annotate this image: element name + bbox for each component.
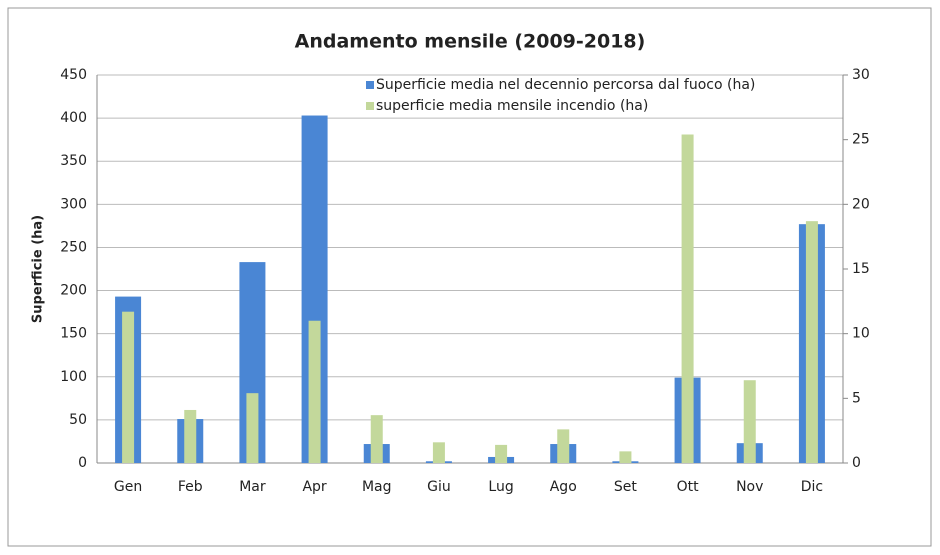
x-tick-label: Mag — [362, 479, 392, 495]
legend-swatch — [366, 102, 374, 110]
bar — [495, 444, 508, 463]
frame — [7, 7, 932, 547]
y2-tick-label: 5 — [852, 390, 861, 406]
legend-label: superficie media mensile incendio (ha) — [376, 98, 649, 114]
x-tick-label: Dic — [801, 479, 823, 495]
chart-title: Andamento mensile (2009-2018) — [295, 31, 646, 53]
legend: Superficie media nel decennio percorsa d… — [366, 77, 828, 119]
bar — [557, 429, 570, 463]
bar — [681, 134, 694, 463]
legend-item: Superficie media nel decennio percorsa d… — [366, 77, 828, 94]
bar — [370, 415, 383, 463]
x-tick-label: Feb — [178, 479, 203, 495]
y-tick-label: 100 — [60, 369, 87, 385]
x-tick-label: Ago — [550, 479, 577, 495]
legend-swatch — [366, 81, 374, 89]
bar — [122, 311, 135, 463]
bar — [308, 320, 321, 463]
y-tick-label: 200 — [60, 283, 87, 299]
x-tick-label: Ott — [677, 479, 700, 495]
y2-tick-label: 30 — [852, 67, 870, 83]
y-axis-label: Superficie (ha) — [31, 215, 46, 323]
y-tick-label: 350 — [60, 153, 87, 169]
y-tick-label: 50 — [69, 412, 87, 428]
y2-tick-label: 20 — [852, 196, 870, 212]
y-tick-label: 300 — [60, 196, 87, 212]
x-tick-label: Gen — [114, 479, 142, 495]
y-tick-label: 400 — [60, 110, 87, 126]
y-tick-label: 250 — [60, 239, 87, 255]
x-tick-label: Apr — [302, 479, 326, 495]
x-tick-label: Giu — [427, 479, 451, 495]
y2-tick-label: 0 — [852, 455, 861, 471]
x-tick-label: Lug — [488, 479, 513, 495]
y-tick-label: 450 — [60, 67, 87, 83]
legend-item: superficie media mensile incendio (ha) — [366, 98, 828, 115]
y2-tick-label: 10 — [852, 326, 870, 342]
y2-tick-label: 25 — [852, 132, 870, 148]
x-tick-label: Set — [614, 479, 638, 495]
bar — [743, 380, 756, 463]
legend-label: Superficie media nel decennio percorsa d… — [376, 77, 756, 93]
bar — [184, 409, 197, 463]
x-tick-label: Mar — [239, 479, 266, 495]
bar — [619, 451, 632, 463]
y-tick-label: 150 — [60, 326, 87, 342]
y-tick-label: 0 — [78, 455, 87, 471]
y2-tick-label: 15 — [852, 261, 870, 277]
bar — [805, 221, 818, 463]
x-tick-label: Nov — [736, 479, 763, 495]
bar — [246, 393, 259, 463]
bar — [432, 442, 445, 463]
